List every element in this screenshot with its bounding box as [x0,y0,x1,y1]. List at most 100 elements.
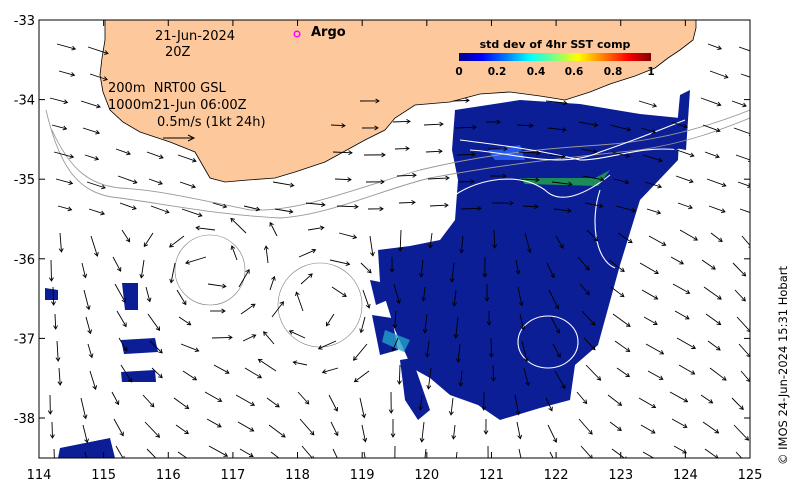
current-arrowhead-icon [292,360,298,366]
current-arrowhead-icon [744,461,748,465]
current-arrowhead-icon [519,459,523,463]
current-arrowhead-icon [379,206,384,212]
current-arrowhead-icon [85,305,91,311]
current-arrowhead-icon [561,153,566,159]
current-arrowhead-icon [184,429,189,435]
current-arrowhead-icon [739,405,744,411]
current-arrow-icon [393,283,400,304]
current-arrowhead-icon [84,438,89,444]
current-arrow-icon [460,207,482,210]
current-arrowhead-icon [559,244,564,249]
colorbar-tick: 0.6 [564,66,584,78]
current-arrowhead-icon [445,175,450,181]
current-arrow-icon [318,340,337,350]
current-arrow-icon [579,283,590,295]
current-arrowhead-icon [353,377,359,383]
current-arrowhead-icon [391,346,397,352]
current-arrow-icon [54,313,57,330]
current-arrowhead-icon [127,377,133,383]
current-arrowhead-icon [191,157,197,163]
current-arrow-icon [58,367,61,385]
current-arrow-icon [547,424,557,443]
current-arrowhead-icon [317,345,323,350]
current-arrowhead-icon [741,271,747,277]
current-arrowhead-icon [53,466,57,470]
current-arrowhead-icon [518,301,524,307]
current-arrow-icon [419,394,423,410]
current-arrow-icon [613,178,629,184]
current-arrow-icon [111,391,119,405]
current-arrowhead-icon [754,212,758,216]
current-arrowhead-icon [281,459,285,463]
current-arrowhead-icon [96,103,101,109]
current-arrowhead-icon [92,385,98,390]
current-arrowhead-icon [405,146,410,152]
current-arrowhead-icon [132,179,138,184]
x-tick-label: 117 [220,468,245,483]
current-arrowhead-icon [502,173,507,179]
current-arrowhead-icon [452,302,457,307]
current-arrowhead-icon [131,205,137,210]
current-arrow-icon [322,367,339,373]
colorbar-tick: 0.2 [487,66,507,78]
current-arrow-icon [185,256,207,264]
current-arrow-icon [51,124,67,130]
y-axis: -33 -34 -35 -36 -37 -38 [14,14,750,427]
current-arrowhead-icon [342,292,347,297]
current-arrow-icon [394,147,410,150]
current-arrow-icon [270,451,280,458]
current-arrow-icon [237,421,254,432]
current-arrowhead-icon [555,328,561,334]
current-arrowhead-icon [216,423,222,428]
current-arrow-icon [338,232,357,239]
current-arrowhead-icon [221,308,226,314]
current-arrow-icon [552,343,561,358]
colorbar-tick: 1 [647,66,655,78]
current-arrow-icon [583,337,596,350]
current-arrowhead-icon [425,353,430,358]
current-arrowhead-icon [596,376,602,381]
current-arrowhead-icon [94,155,100,161]
current-arrow-icon [581,310,596,326]
current-arrow-icon [361,424,366,442]
current-arrow-icon [120,364,133,383]
current-arrow-icon [673,445,687,454]
current-arrow-icon [580,445,593,458]
current-arrow-icon [298,249,316,258]
current-arrowhead-icon [470,179,475,185]
current-arrow-icon [56,340,59,361]
x-tick-label: 120 [414,468,439,483]
current-arrow-icon [733,424,749,441]
current-arrow-icon [738,343,750,358]
current-arrowhead-icon [721,182,727,188]
current-arrowhead-icon [86,463,90,467]
current-arrow-icon [80,100,101,108]
current-arrow-icon [669,391,688,403]
current-arrowhead-icon [397,380,402,385]
current-arrowhead-icon [333,406,338,412]
current-arrow-icon [521,340,528,362]
current-arrowhead-icon [689,152,695,158]
current-arrowhead-icon [517,434,523,440]
current-arrowhead-icon [251,334,257,339]
current-arrow-icon [612,313,631,327]
current-arrowhead-icon [456,358,461,363]
current-arrowhead-icon [49,434,55,439]
current-arrowhead-icon [341,123,346,128]
current-arrow-icon [515,259,520,274]
x-tick-label: 123 [608,468,633,483]
current-arrowhead-icon [714,429,720,434]
current-arrowhead-icon [389,268,395,273]
current-arrowhead-icon [51,301,56,306]
current-arrowhead-icon [556,353,561,358]
current-arrow-icon [453,289,457,306]
current-arrowhead-icon [184,404,190,410]
y-tick-label: -38 [14,412,35,427]
current-arrowhead-icon [552,438,558,443]
current-arrowhead-icon [312,455,314,458]
current-arrowhead-icon [169,243,174,248]
current-arrowhead-icon [392,324,398,329]
current-arrow-icon [307,227,324,231]
current-arrow-icon [645,343,664,355]
current-arrow-icon [369,235,374,256]
